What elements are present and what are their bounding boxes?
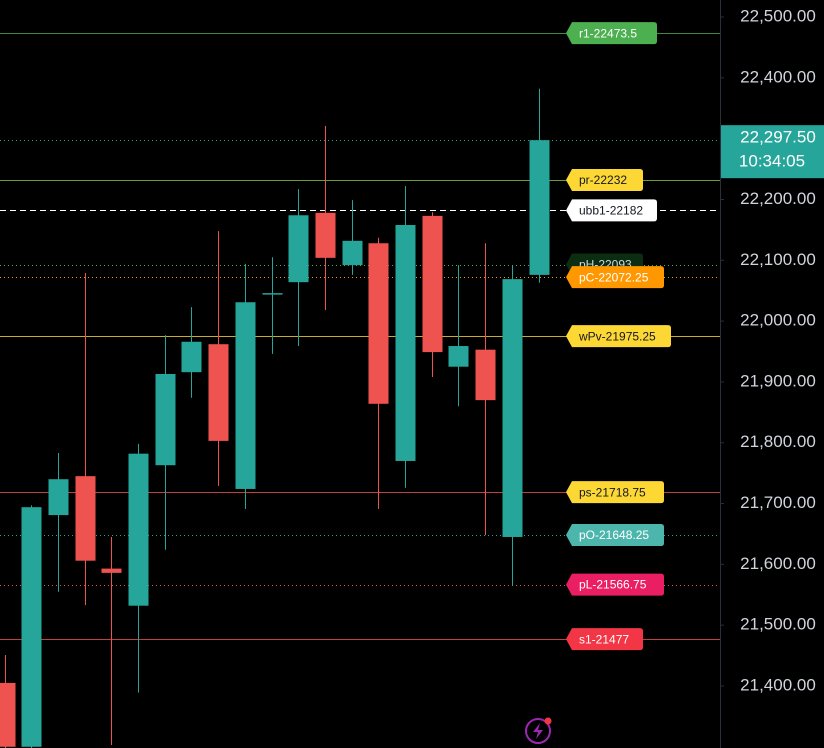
candle-body [48,479,69,516]
level-label-box [566,628,643,651]
y-tick-label: 22,100.00 [740,250,816,269]
candle-body [502,279,523,537]
level-label: pL-21566.75 [566,573,664,596]
candle-body [75,476,96,561]
level-label: wPv-21975.25 [566,325,671,348]
candle-body [529,140,550,275]
y-tick-label: 22,500.00 [740,7,816,26]
countdown-label: 10:34:05 [739,152,805,171]
level-label: r1-22473.5 [566,22,657,45]
level-label-text: pO-21648.25 [579,528,649,542]
level-label-text: s1-21477 [579,632,629,646]
level-label: ps-21718.75 [566,481,664,504]
candle-body [235,302,256,489]
candle-body [422,215,443,353]
level-label-text: pL-21566.75 [579,578,647,592]
level-label-text: ubb1-22182 [579,204,643,218]
level-label: pr-22232 [566,169,643,192]
level-label-text: pC-22072.25 [579,270,649,284]
y-tick-label: 21,800.00 [740,432,816,451]
y-tick-label: 21,600.00 [740,554,816,573]
level-label: pO-21648.25 [566,524,664,547]
last-price-box [721,125,824,179]
y-tick-label: 21,400.00 [740,675,816,694]
y-tick-label: 22,400.00 [740,67,816,86]
candle-body [342,240,363,266]
level-label-box [566,266,664,289]
y-tick-label: 22,000.00 [740,311,816,330]
level-label-text: ps-21718.75 [579,485,646,499]
candle-body [155,374,176,466]
level-label: s1-21477 [566,628,643,651]
level-label-box [566,199,657,222]
candle-body [128,453,149,606]
level-label-box [566,573,664,596]
level-label-box [566,169,643,192]
y-tick-label: 21,900.00 [740,371,816,390]
candle-body [395,225,416,461]
level-label-box [566,22,657,45]
price-axis [720,0,824,748]
candle-body [181,341,202,373]
assistant-icon[interactable] [525,717,552,744]
level-label: pC-22072.25 [566,266,664,289]
candle-body [315,212,336,258]
last-price-label: 22,297.50 [740,128,816,147]
y-tick-label: 21,700.00 [740,493,816,512]
candle-body [262,293,283,295]
candle-body [475,349,496,401]
level-label-text: pr-22232 [579,173,627,187]
level-label: ubb1-22182 [566,199,657,222]
level-label-text: wPv-21975.25 [578,329,656,343]
y-tick-label: 21,500.00 [740,615,816,634]
candle-body [21,507,42,747]
candle-body [288,215,309,283]
level-label-box [566,325,671,348]
price-axis-labels: 21,400.00 21,500.00 21,600.00 21,700.00 21,8… [720,7,824,694]
candle-body [368,243,389,404]
plot-area: r1-22473.5pr-22232ubb1-22182pH-22093pC-2… [0,22,720,748]
candle-body [101,568,122,573]
level-label-box [566,524,664,547]
candle-body [0,682,16,747]
y-tick-label: 22,200.00 [740,189,816,208]
level-label-text: r1-22473.5 [579,26,637,40]
candle-body [448,346,469,367]
level-label-box [566,481,664,504]
candle-body [208,344,229,441]
